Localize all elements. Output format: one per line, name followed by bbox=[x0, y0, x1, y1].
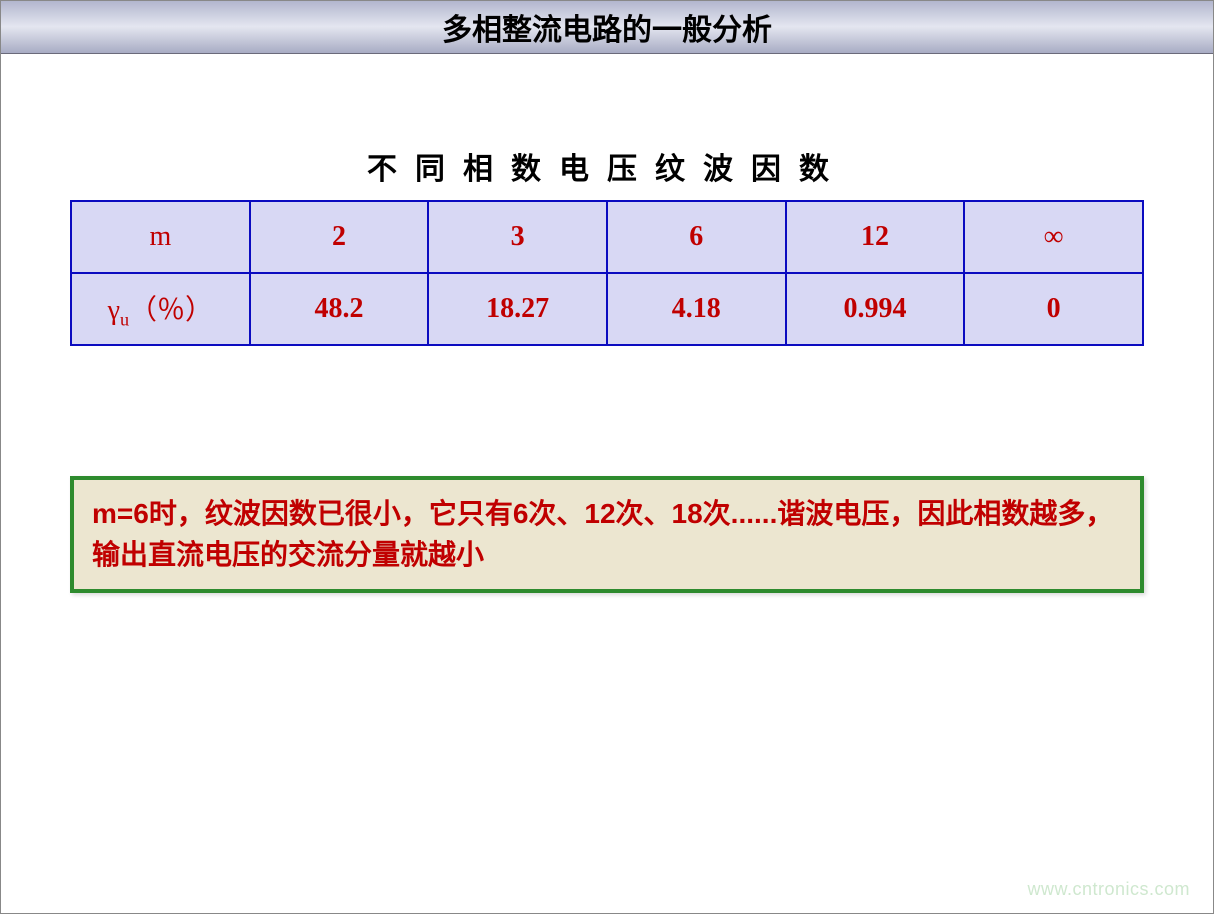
page-title: 多相整流电路的一般分析 bbox=[442, 5, 772, 49]
ripple-factor-table: m 2 3 6 12 ∞ γu（％） 48.2 18.27 4.18 0.994… bbox=[70, 200, 1144, 346]
cell: 3 bbox=[428, 201, 607, 273]
note-text: m=6时，纹波因数已很小，它只有6次、12次、18次......谐波电压，因此相… bbox=[92, 494, 1122, 575]
cell: 6 bbox=[607, 201, 786, 273]
slide-content: 不同相数电压纹波因数 m 2 3 6 12 ∞ γu（％） 48.2 18.27… bbox=[0, 54, 1214, 593]
cell: 2 bbox=[250, 201, 429, 273]
cell: 0 bbox=[964, 273, 1143, 345]
cell: ∞ bbox=[964, 201, 1143, 273]
note-box: m=6时，纹波因数已很小，它只有6次、12次、18次......谐波电压，因此相… bbox=[70, 476, 1144, 593]
table-row: γu（％） 48.2 18.27 4.18 0.994 0 bbox=[71, 273, 1143, 345]
cell: 18.27 bbox=[428, 273, 607, 345]
table-title: 不同相数电压纹波因数 bbox=[70, 144, 1144, 188]
table-row: m 2 3 6 12 ∞ bbox=[71, 201, 1143, 273]
cell: 4.18 bbox=[607, 273, 786, 345]
cell: 0.994 bbox=[786, 273, 965, 345]
row1-label: m bbox=[71, 201, 250, 273]
header-bar: 多相整流电路的一般分析 bbox=[0, 0, 1214, 54]
row2-label: γu（％） bbox=[71, 273, 250, 345]
cell: 12 bbox=[786, 201, 965, 273]
watermark: www.cntronics.com bbox=[1027, 879, 1190, 900]
cell: 48.2 bbox=[250, 273, 429, 345]
